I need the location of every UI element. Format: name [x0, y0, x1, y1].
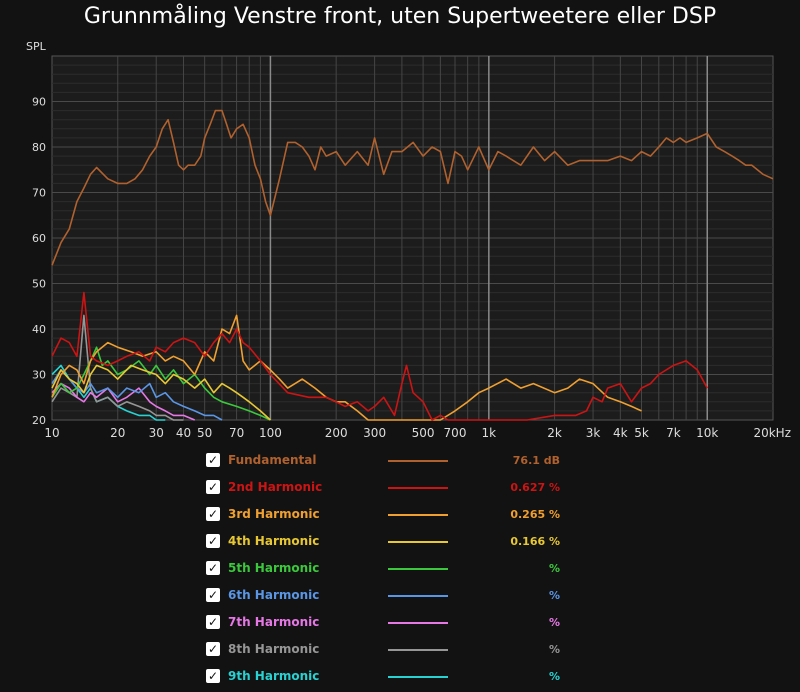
x-tick-label: 20: [110, 426, 125, 440]
x-tick-label: 50: [197, 426, 212, 440]
series-line-fundamental: [51, 109, 774, 266]
y-tick-label: 50: [32, 278, 46, 291]
x-tick-label: 20kHz: [753, 426, 791, 440]
series-line-4th-harmonic: [51, 364, 271, 421]
legend-checkbox[interactable]: ✓: [206, 642, 220, 656]
legend-label: Fundamental: [228, 453, 317, 467]
x-tick-label: 500: [412, 426, 435, 440]
y-tick-label: 60: [32, 232, 46, 245]
y-tick-label: 30: [32, 369, 46, 382]
series-line-5th-harmonic: [51, 346, 271, 421]
series-line-3rd-harmonic: [51, 314, 642, 421]
y-tick-label: 20: [32, 414, 46, 427]
legend-value: 76.1 dB: [512, 454, 560, 467]
legend-value: %: [548, 643, 560, 656]
x-tick-label: 30: [149, 426, 164, 440]
legend-swatch: [388, 676, 448, 678]
x-tick-label: 70: [229, 426, 244, 440]
legend-value: %: [548, 616, 560, 629]
y-tick-labels: 20 30 40 50 60 70 80 90: [32, 96, 46, 428]
legend-value: 0.265 %: [510, 508, 560, 521]
legend-checkbox[interactable]: ✓: [206, 534, 220, 548]
x-tick-label: 5k: [634, 426, 649, 440]
legend-item: ✓ 4th Harmonic 0.166 %: [206, 534, 586, 552]
chart-title: Grunnmåling Venstre front, uten Supertwe…: [83, 4, 717, 29]
legend-swatch: [388, 595, 448, 597]
series-line-8th-harmonic: [51, 314, 184, 421]
legend-swatch: [388, 541, 448, 543]
y-tick-label: 70: [32, 187, 46, 200]
x-tick-label: 40: [176, 426, 191, 440]
x-tick-label: 4k: [613, 426, 628, 440]
x-tick-label: 2k: [547, 426, 562, 440]
legend-checkbox[interactable]: ✓: [206, 480, 220, 494]
legend-item: ✓ 2nd Harmonic 0.627 %: [206, 480, 586, 498]
legend-value: 0.166 %: [510, 535, 560, 548]
legend-value: %: [548, 589, 560, 602]
x-tick-label: 3k: [586, 426, 601, 440]
legend-item: ✓ 7th Harmonic%: [206, 615, 586, 633]
x-tick-label: 10: [44, 426, 59, 440]
legend-swatch: [388, 460, 448, 462]
legend-checkbox[interactable]: ✓: [206, 561, 220, 575]
y-axis-label: SPL: [26, 40, 47, 53]
legend-swatch: [388, 568, 448, 570]
legend-label: 6th Harmonic: [228, 588, 320, 602]
legend-label: 9th Harmonic: [228, 669, 320, 683]
legend-label: 7th Harmonic: [228, 615, 320, 629]
x-tick-label: 700: [444, 426, 467, 440]
legend-label: 8th Harmonic: [228, 642, 320, 656]
y-tick-label: 40: [32, 323, 46, 336]
legend-checkbox[interactable]: ✓: [206, 669, 220, 683]
legend-item: ✓ 5th Harmonic%: [206, 561, 586, 579]
x-tick-label: 1k: [482, 426, 497, 440]
legend-value: %: [548, 562, 560, 575]
legend-checkbox[interactable]: ✓: [206, 507, 220, 521]
x-tick-label: 100: [259, 426, 282, 440]
legend-label: 5th Harmonic: [228, 561, 320, 575]
legend-value: 0.627 %: [510, 481, 560, 494]
series-line-7th-harmonic: [51, 382, 196, 421]
x-tick-label: 200: [325, 426, 348, 440]
major-grid-y: [52, 101, 773, 375]
y-tick-label: 90: [32, 96, 46, 109]
legend-checkbox[interactable]: ✓: [206, 453, 220, 467]
series-group: [51, 109, 774, 421]
legend-label: 2nd Harmonic: [228, 480, 323, 494]
legend-swatch: [388, 487, 448, 489]
x-tick-label: 10k: [696, 426, 718, 440]
legend-label: 4th Harmonic: [228, 534, 320, 548]
legend-item: ✓ 3rd Harmonic 0.265 %: [206, 507, 586, 525]
x-tick-label: 300: [363, 426, 386, 440]
x-tick-labels: 10 20 30 40 50 70 100 200 300 500 700 1k 2k 3k 4k 5k 7k 1…: [44, 426, 791, 440]
legend-checkbox[interactable]: ✓: [206, 615, 220, 629]
x-tick-label: 7k: [666, 426, 681, 440]
y-tick-label: 80: [32, 141, 46, 154]
legend-item: ✓ 6th Harmonic%: [206, 588, 586, 606]
legend-swatch: [388, 514, 448, 516]
legend-swatch: [388, 622, 448, 624]
legend-item: ✓ 8th Harmonic%: [206, 642, 586, 660]
legend-item: ✓ Fundamental 76.1 dB: [206, 453, 586, 471]
legend-value: %: [548, 670, 560, 683]
grid-x: [117, 56, 708, 420]
legend-item: ✓ 9th Harmonic%: [206, 669, 586, 687]
series-line-6th-harmonic: [51, 369, 223, 421]
legend-swatch: [388, 649, 448, 651]
legend-checkbox[interactable]: ✓: [206, 588, 220, 602]
legend-label: 3rd Harmonic: [228, 507, 320, 521]
series-line-2nd-harmonic: [51, 291, 709, 421]
